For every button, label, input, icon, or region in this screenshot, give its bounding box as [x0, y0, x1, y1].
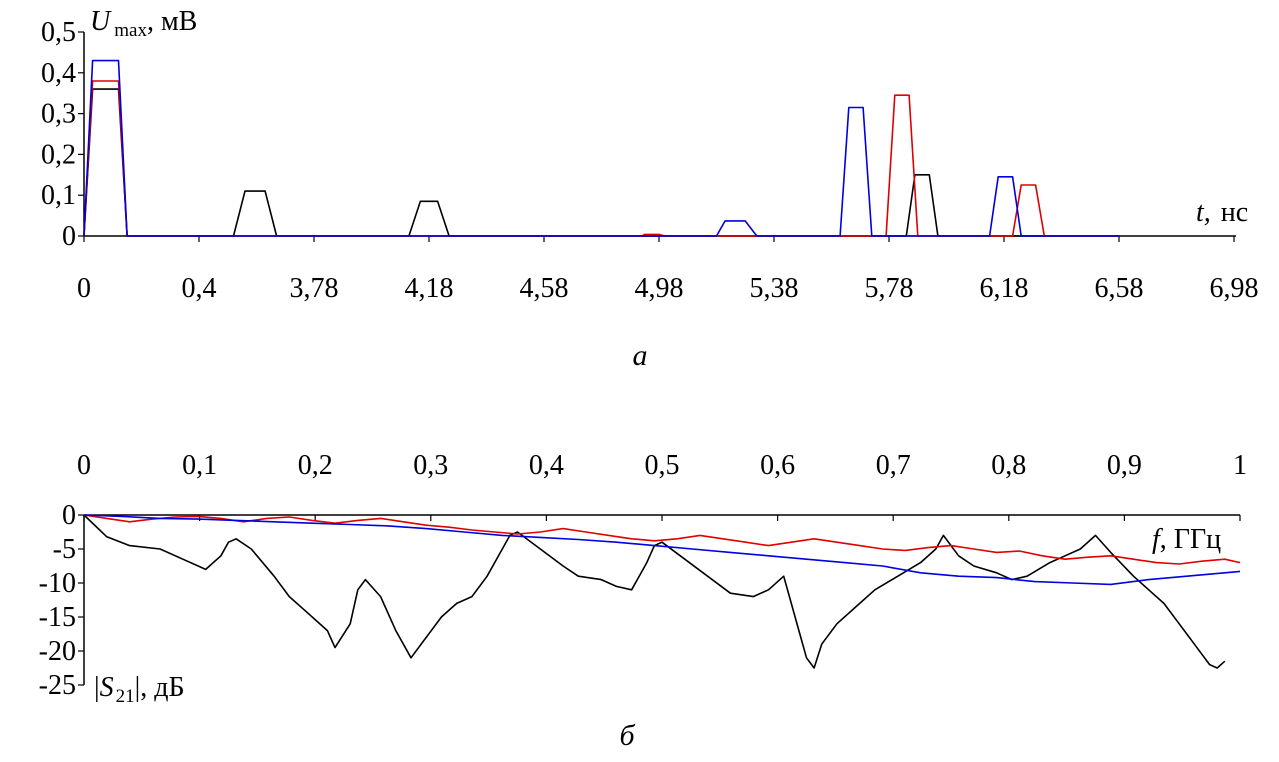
panel-a: 0 0,1 0,2 0,3 0,4 0,5 0 0,4 3,78 4,18 4,58 4,98 5,3…: [41, 6, 1259, 372]
panel-a-x-tick-label: 5,78: [865, 273, 914, 304]
panel-a-x-tick-label: 6,18: [980, 273, 1029, 304]
panel-a-y-tick-label: 0: [62, 221, 76, 252]
panel-b-series-black: [83, 514, 1226, 669]
panel-b-x-label: f, ГГц: [1152, 524, 1221, 555]
panel-a-series-black: [83, 88, 1119, 237]
panel-a-y-ticks: 0 0,1 0,2 0,3 0,4 0,5: [41, 17, 84, 252]
panel-b-y-label: |S 21|, дБ: [94, 672, 185, 707]
panel-a-caption: а: [633, 339, 648, 372]
panel-a-x-tick-label: 0: [77, 273, 91, 304]
panel-b-caption: б: [619, 719, 635, 752]
panel-b-y-ticks: 0-5-10-15-20-25: [39, 500, 84, 701]
panel-b-x-tick-label: 0,7: [876, 450, 911, 481]
panel-b-x-tick-label: 0,8: [991, 450, 1026, 481]
panel-b-y-tick-label: -25: [39, 670, 76, 701]
panel-b-series-blue: [83, 514, 1241, 586]
panel-b-x-tick-label: 0,4: [529, 450, 564, 481]
panel-b-x-tick-label: 0: [77, 450, 91, 481]
panel-a-x-tick-label: 3,78: [290, 273, 339, 304]
panel-b-x-tick-label: 0,3: [413, 450, 448, 481]
panel-b-y-tick-label: -20: [39, 636, 76, 667]
panel-a-series-blue: [83, 59, 1119, 237]
panel-b: 0-5-10-15-20-25 0 0,1 0,2 0,3 0,4 0,5 0,6 0,7 0,…: [39, 450, 1247, 752]
panel-b-x-ticks: 0 0,1 0,2 0,3 0,4 0,5 0,6 0,7 0,8 0,9 1: [77, 450, 1247, 521]
panel-b-x-tick-label: 0,5: [645, 450, 680, 481]
panel-b-x-tick-label: 0,2: [298, 450, 333, 481]
panel-a-x-tick-label: 5,38: [750, 273, 799, 304]
panel-b-series: [83, 514, 1241, 669]
panel-a-y-tick-label: 0,4: [41, 58, 76, 89]
panel-b-y-tick-label: -10: [39, 568, 76, 599]
panel-b-x-tick-label: 1: [1233, 450, 1247, 481]
panel-a-x-label: t, нс: [1196, 197, 1248, 228]
panel-a-series: [83, 59, 1119, 237]
panel-a-x-tick-label: 6,98: [1210, 273, 1259, 304]
panel-b-y-tick-label: -15: [39, 602, 76, 633]
panel-a-x-tick-label: 6,58: [1095, 273, 1144, 304]
panel-a-y-tick-label: 0,2: [41, 139, 76, 170]
panel-b-x-tick-label: 0,6: [760, 450, 795, 481]
panel-b-series-red: [83, 514, 1241, 565]
panel-b-x-tick-label: 0,9: [1107, 450, 1142, 481]
panel-b-y-tick-label: 0: [62, 500, 76, 531]
panel-a-x-tick-label: 0,4: [182, 273, 217, 304]
panel-b-x-tick-label: 0,1: [182, 450, 217, 481]
panel-a-y-tick-label: 0,5: [41, 17, 76, 48]
panel-a-x-tick-label: 4,18: [405, 273, 454, 304]
panel-a-y-tick-label: 0,1: [41, 180, 76, 211]
panel-a-x-tick-label: 4,58: [520, 273, 569, 304]
panel-a-x-tick-label: 4,98: [635, 273, 684, 304]
panel-a-x-ticks: 0 0,4 3,78 4,18 4,58 4,98 5,38 5,78 6,18 6,58 6,98: [77, 236, 1259, 304]
panel-b-y-tick-label: -5: [53, 534, 76, 565]
panel-a-y-tick-label: 0,3: [41, 99, 76, 130]
